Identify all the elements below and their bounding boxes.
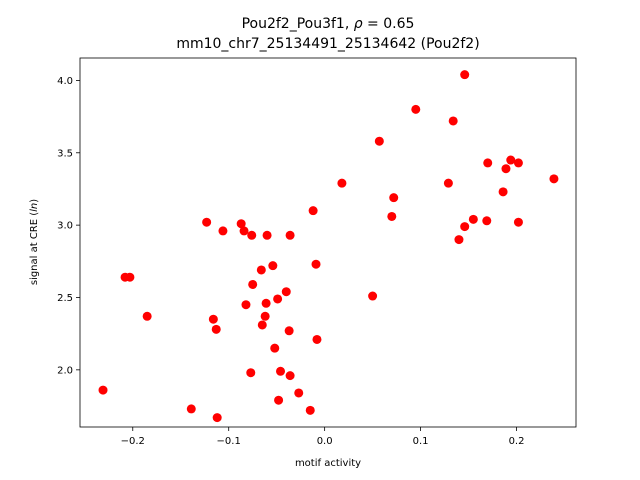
data-point (285, 371, 295, 381)
data-point (142, 311, 152, 321)
y-tick-label: 2.0 (57, 365, 73, 376)
data-point (248, 279, 258, 289)
chart-title-line-2: mm10_chr7_25134491_25134642 (Pou2f2) (176, 36, 479, 52)
data-point (443, 178, 453, 188)
x-tick-label: 0.2 (509, 436, 525, 447)
data-point (274, 395, 284, 405)
chart-title-rho-value: = 0.65 (363, 16, 415, 32)
data-point (270, 343, 280, 353)
data-point (498, 187, 508, 197)
data-point (257, 320, 267, 330)
data-point (308, 206, 318, 216)
data-point (98, 385, 108, 395)
data-point (460, 222, 470, 232)
chart-title-line-1: Pou2f2_Pou3f1, ρ = 0.65 (242, 16, 415, 32)
plot-area: −0.2 −0.1 0.0 0.1 0.2 2.0 2.5 3.0 3.5 4.0 (57, 57, 577, 447)
data-point (256, 265, 266, 275)
data-point (387, 211, 397, 221)
data-point (294, 388, 304, 398)
data-point (268, 261, 278, 271)
data-point (513, 217, 523, 227)
data-point (276, 366, 286, 376)
data-point (411, 104, 421, 114)
data-point (312, 334, 322, 344)
data-point (239, 226, 249, 236)
data-point (482, 216, 492, 226)
data-point (460, 70, 470, 80)
data-point (262, 230, 272, 240)
data-point (125, 272, 135, 282)
data-point (501, 164, 511, 174)
x-tick-label: −0.1 (217, 436, 241, 447)
data-point (247, 230, 257, 240)
y-tick-label: 2.5 (57, 293, 73, 304)
data-point (241, 300, 251, 310)
y-tick-label: 4.0 (57, 76, 73, 87)
y-axis-label-prefix: signal at CRE ( (29, 212, 40, 285)
data-point (261, 298, 271, 308)
data-point (448, 116, 458, 126)
data-point (454, 235, 464, 245)
data-point (218, 226, 228, 236)
data-point (212, 413, 222, 423)
data-point (285, 230, 295, 240)
data-point (236, 219, 246, 229)
data-point (374, 136, 384, 146)
data-point (305, 405, 315, 415)
data-point (202, 217, 212, 227)
y-axis-label: signal at CRE (ln) (29, 199, 40, 285)
y-tick-label: 3.0 (57, 221, 73, 232)
data-point (513, 158, 523, 168)
data-point (311, 259, 321, 269)
axes-frame (79, 57, 577, 428)
y-axis-label-suffix: ) (29, 199, 40, 203)
data-point (211, 324, 221, 334)
data-point (468, 214, 478, 224)
data-point (368, 291, 378, 301)
data-point (208, 314, 218, 324)
data-point (246, 368, 256, 378)
x-tick-label: 0.1 (413, 436, 429, 447)
y-axis-label-italic: ln (29, 203, 40, 212)
chart-title-rho-symbol: ρ (354, 16, 363, 32)
data-point (337, 178, 347, 188)
data-point (260, 311, 270, 321)
data-point (281, 287, 291, 297)
data-point (284, 326, 294, 336)
chart-title-prefix: Pou2f2_Pou3f1, (242, 16, 354, 32)
y-tick-label: 3.5 (57, 148, 73, 159)
x-tick-label: 0.0 (317, 436, 333, 447)
x-axis-label: motif activity (295, 458, 361, 469)
data-point (186, 404, 196, 414)
data-point (483, 158, 493, 168)
data-point (549, 174, 559, 184)
data-point (389, 193, 399, 203)
x-tick-label: −0.2 (121, 436, 145, 447)
data-point (506, 155, 516, 165)
data-point (273, 294, 283, 304)
